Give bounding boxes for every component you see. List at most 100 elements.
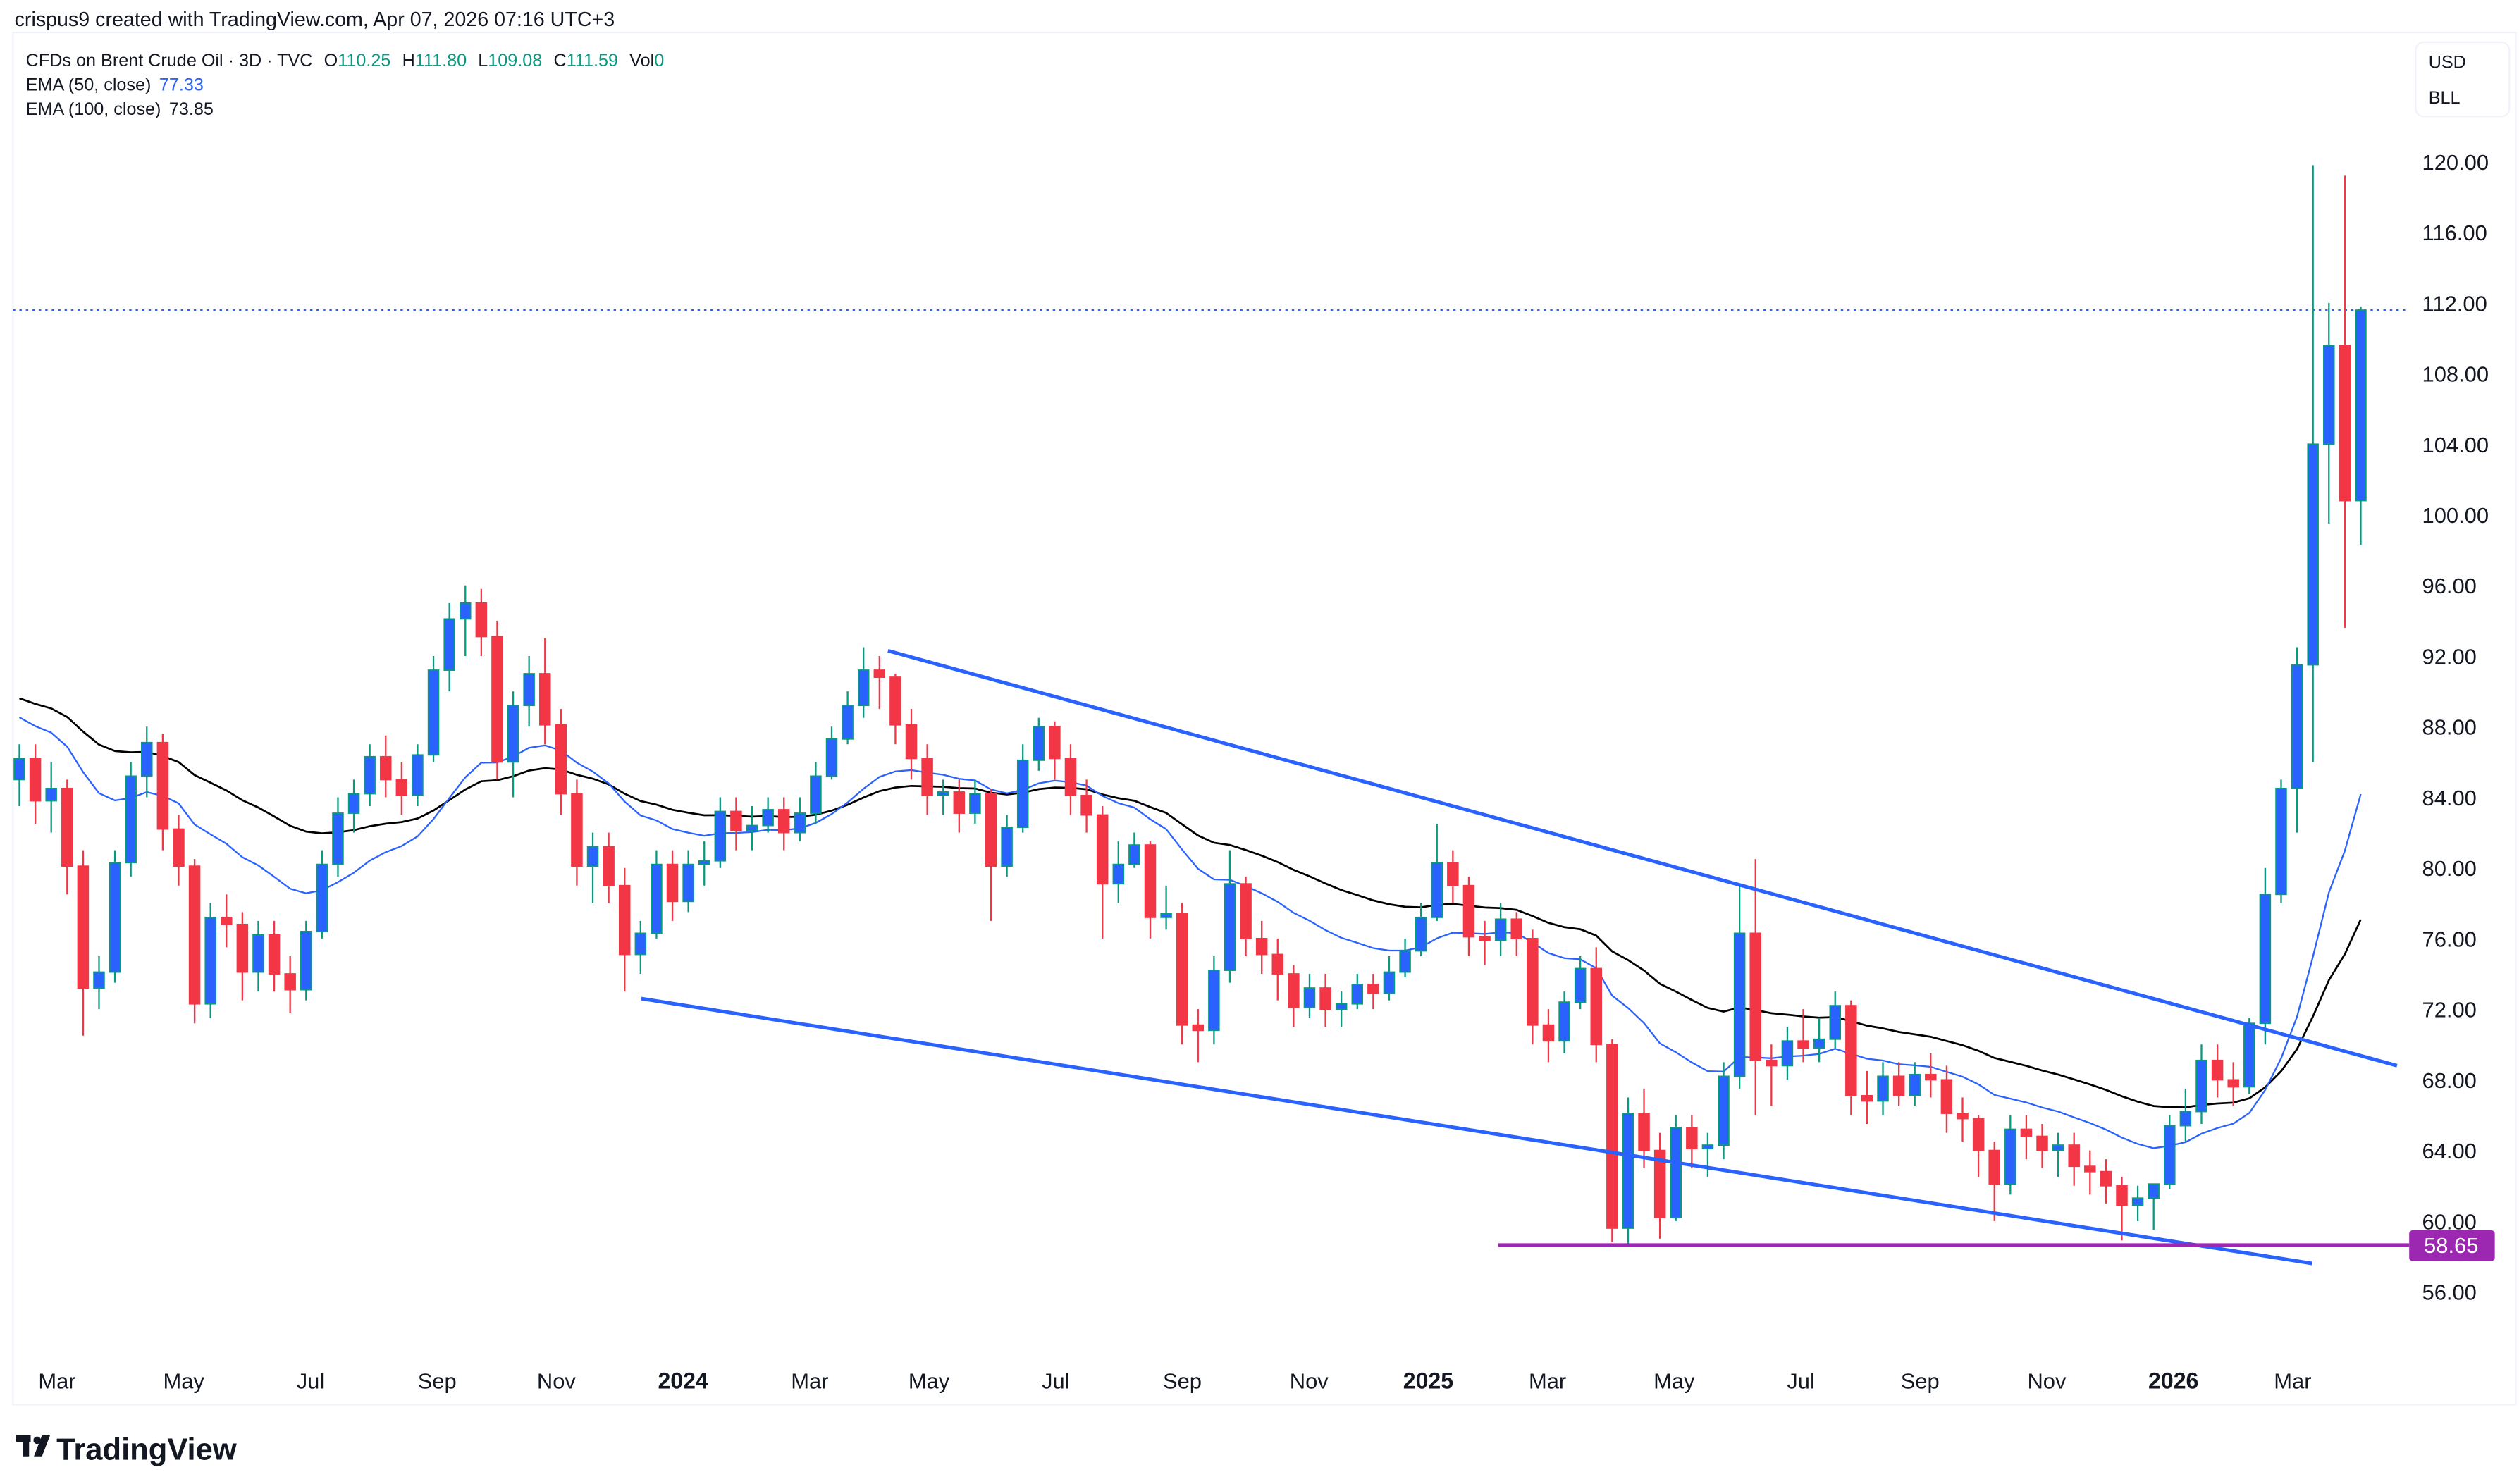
- candle-body: [1080, 795, 1092, 816]
- ema50-legend[interactable]: EMA (50, close) 77.33: [26, 75, 204, 95]
- candle: [985, 788, 997, 921]
- candle-body: [2068, 1144, 2080, 1168]
- time-tick-label: Nov: [2027, 1369, 2067, 1394]
- candle: [1686, 1115, 1698, 1168]
- candle: [1940, 1065, 1953, 1133]
- price-tick-label: 104.00: [2422, 433, 2489, 457]
- candle-body: [1957, 1113, 1969, 1120]
- candle-body: [762, 809, 774, 827]
- candle: [1606, 1039, 1618, 1242]
- candle-body: [985, 793, 997, 867]
- time-tick-label: Jul: [1042, 1369, 1070, 1394]
- candle-body: [412, 754, 424, 796]
- candle: [221, 894, 233, 948]
- legend: CFDs on Brent Crude Oil · 3D · TVC O110.…: [26, 51, 665, 119]
- candle-body: [2307, 443, 2319, 666]
- candle-body: [555, 724, 567, 795]
- candle: [825, 726, 838, 780]
- candle-body: [921, 758, 933, 796]
- price-tick-label: 80.00: [2422, 856, 2477, 881]
- candle: [1733, 885, 1746, 1089]
- candle-body: [2020, 1128, 2033, 1137]
- candle-body: [1510, 918, 1523, 939]
- time-tick-label: Sep: [418, 1369, 457, 1394]
- unit-label: BLL: [2429, 88, 2461, 108]
- watermark-text: crispus9 created with TradingView.com, A…: [15, 8, 615, 31]
- candle: [2164, 1115, 2176, 1189]
- candle: [538, 638, 551, 745]
- candle: [125, 762, 137, 877]
- candle: [1542, 1009, 1555, 1063]
- candle-body: [873, 669, 886, 678]
- time-tick-label: Jul: [297, 1369, 325, 1394]
- symbol-label[interactable]: CFDs on Brent Crude Oil · 3D · TVC: [26, 51, 313, 70]
- candle-body: [2227, 1079, 2239, 1088]
- candle-body: [1479, 936, 1491, 941]
- candle-body: [77, 865, 90, 989]
- candle-body: [2211, 1059, 2224, 1081]
- candle: [29, 744, 42, 824]
- candle: [2052, 1132, 2064, 1177]
- candle-body: [953, 791, 966, 814]
- candle: [1925, 1053, 1937, 1098]
- candle-body: [1431, 862, 1443, 918]
- candle-body: [682, 863, 694, 903]
- candle-body: [634, 932, 647, 956]
- candle-body: [1797, 1040, 1809, 1049]
- candle-body: [1670, 1127, 1682, 1218]
- candle-body: [1399, 950, 1411, 973]
- candle-body: [1861, 1095, 1873, 1102]
- time-tick-label: Sep: [1901, 1369, 1940, 1394]
- candle-body: [1096, 814, 1109, 885]
- candle: [1590, 947, 1602, 1063]
- candle: [1797, 1009, 1809, 1063]
- candle: [762, 797, 774, 833]
- candle-body: [1909, 1073, 1921, 1096]
- candle-body: [1892, 1075, 1905, 1096]
- price-tick-label: 84.00: [2422, 786, 2477, 810]
- candle: [1208, 956, 1220, 1045]
- candle-body: [2052, 1144, 2064, 1151]
- candle-body: [1335, 1003, 1348, 1010]
- candle-body: [1733, 932, 1746, 1077]
- currency-unit-box[interactable]: USD BLL: [2415, 41, 2511, 118]
- candle-body: [2179, 1111, 2192, 1127]
- tradingview-logo[interactable]: TradingView: [16, 1433, 237, 1466]
- candle-body: [1224, 883, 1236, 971]
- time-tick-label: May: [164, 1369, 205, 1394]
- candle: [873, 656, 886, 710]
- candle-body: [651, 863, 663, 934]
- candle-body: [2323, 345, 2335, 445]
- price-tick-label: 56.00: [2422, 1280, 2477, 1305]
- candle: [1399, 938, 1411, 978]
- candle: [491, 620, 503, 780]
- candle-body: [1988, 1149, 2000, 1185]
- candle-body: [2243, 1022, 2255, 1088]
- candle: [746, 805, 758, 851]
- candle: [252, 920, 264, 992]
- candle: [1001, 815, 1013, 877]
- price-axis[interactable]: 120.00 116.00 112.00 108.00 104.00 100.00 96.0…: [2422, 150, 2489, 1305]
- candle: [1877, 1062, 1889, 1115]
- candle: [2084, 1150, 2096, 1195]
- price-tick-label: 72.00: [2422, 998, 2477, 1022]
- plot-area[interactable]: [13, 165, 2410, 1266]
- price-tick-label: 96.00: [2422, 574, 2477, 598]
- time-tick-label: Mar: [791, 1369, 828, 1394]
- candle-body: [1049, 726, 1061, 760]
- candle: [2036, 1124, 2048, 1168]
- candle: [2323, 302, 2335, 524]
- candle: [1766, 1044, 1778, 1106]
- candle-body: [1033, 726, 1045, 761]
- candle-body: [1240, 883, 1252, 939]
- candle-body: [618, 884, 631, 956]
- candle-body: [2036, 1135, 2048, 1151]
- candle: [460, 585, 472, 657]
- candle-body: [1367, 984, 1379, 994]
- candle: [268, 920, 281, 992]
- candle-body: [714, 810, 727, 862]
- candle-body: [1303, 987, 1316, 1008]
- time-axis[interactable]: Mar May Jul Sep Nov 2024 Mar May Jul Sep Nov 2025 Ma…: [38, 1368, 2311, 1394]
- ema100-legend[interactable]: EMA (100, close) 73.85: [26, 99, 214, 119]
